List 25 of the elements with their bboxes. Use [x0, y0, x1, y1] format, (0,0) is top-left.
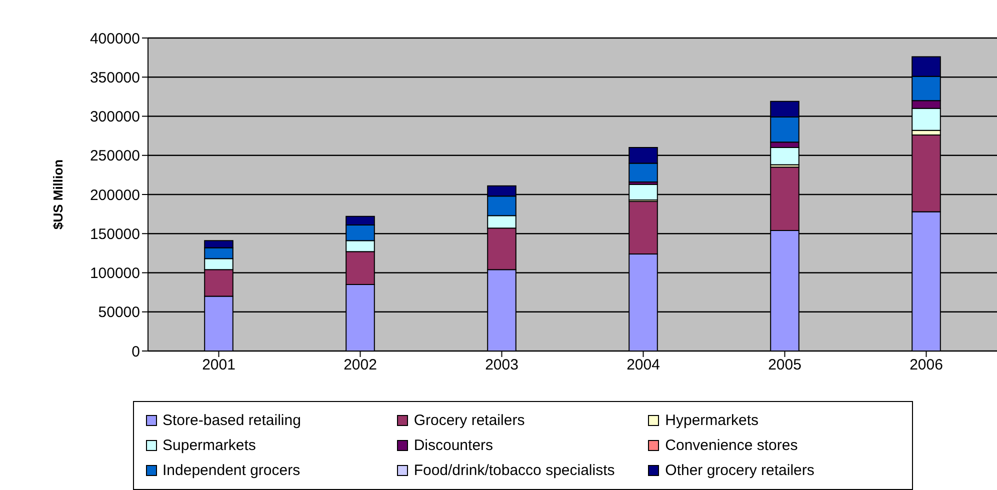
y-axis-title: $US Million — [50, 159, 66, 230]
legend-label: Supermarkets — [162, 437, 256, 454]
x-tick-label: 2004 — [626, 356, 660, 374]
y-tick-label: 350000 — [90, 69, 140, 86]
y-tick-label: 100000 — [90, 265, 140, 282]
legend-label: Grocery retailers — [414, 412, 525, 429]
legend-label: Hypermarkets — [665, 412, 759, 429]
legend-label: Discounters — [414, 437, 494, 454]
x-tick-label: 2006 — [910, 356, 943, 374]
legend-label: Store-based retailing — [162, 412, 301, 429]
y-tick-label: 400000 — [90, 30, 140, 48]
y-tick-label: 250000 — [90, 148, 140, 165]
y-tick-label: 150000 — [90, 226, 140, 243]
x-tick-label: 2005 — [768, 356, 802, 374]
x-tick-label: 2003 — [485, 356, 518, 374]
legend-label: Food/drink/tobacco specialists — [414, 462, 615, 479]
x-tick-label: 2001 — [202, 356, 236, 374]
x-tick-label: 2002 — [344, 356, 377, 374]
legend-label: Convenience stores — [665, 437, 798, 454]
legend-label: Other grocery retailers — [665, 462, 814, 479]
y-tick-label: 0 — [132, 343, 140, 360]
y-tick-label: 300000 — [90, 108, 140, 126]
legend-label: Independent grocers — [162, 462, 300, 479]
y-tick-label: 50000 — [98, 304, 140, 322]
y-tick-label: 200000 — [90, 186, 140, 204]
